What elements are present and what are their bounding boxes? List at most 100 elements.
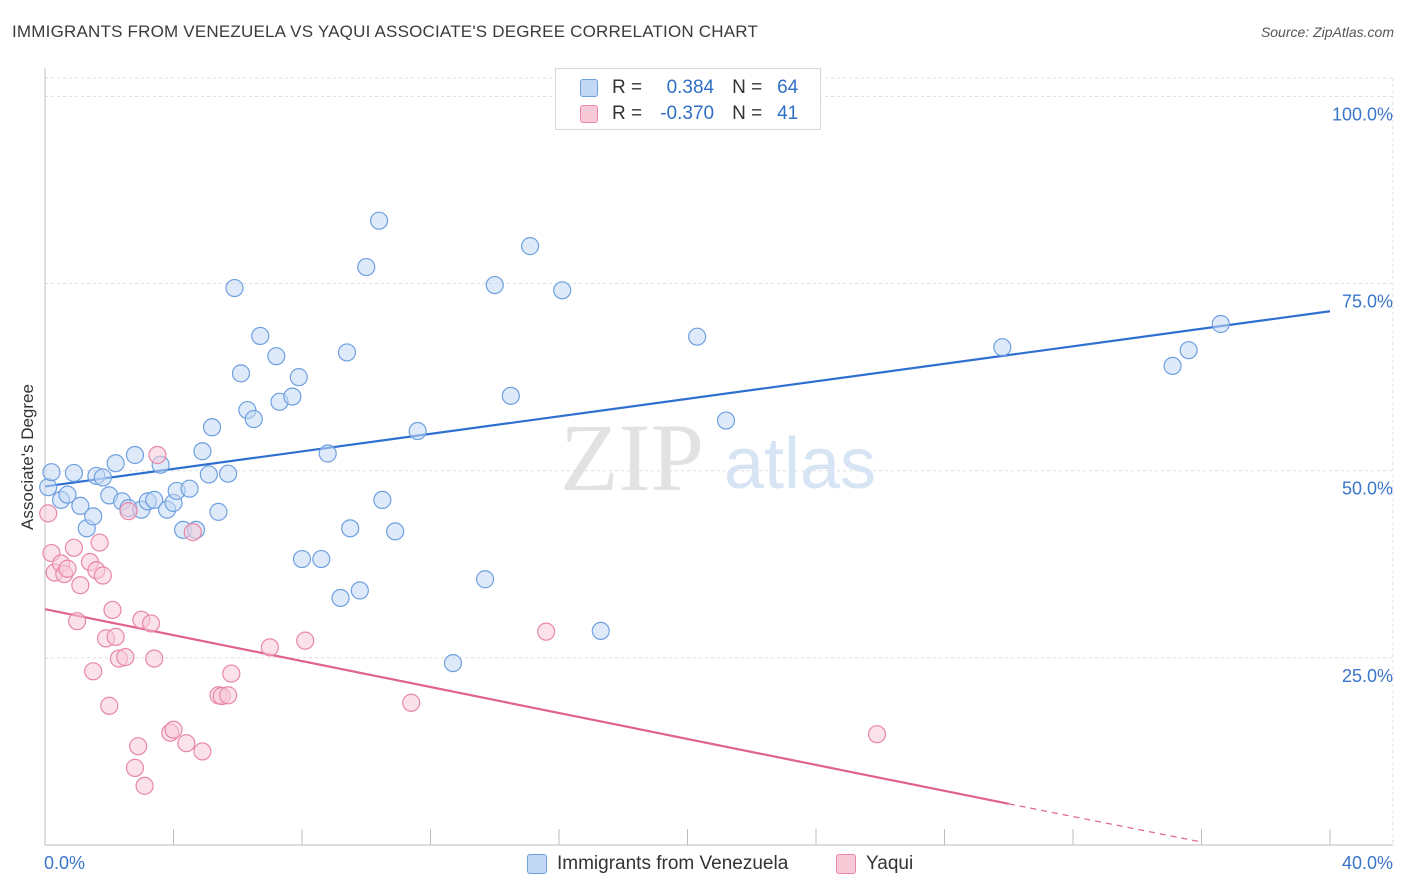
data-points (39, 211, 1230, 795)
point-venezuela (84, 507, 103, 526)
point-yaqui (39, 504, 58, 523)
point-yaqui (148, 445, 167, 465)
point-yaqui (135, 776, 154, 795)
point-venezuela (716, 411, 736, 430)
axes (44, 68, 1393, 846)
legend-label-yaqui: Yaqui (866, 853, 914, 874)
point-venezuela (312, 549, 331, 569)
legend-item-venezuela: Immigrants from Venezuela (527, 851, 788, 877)
point-venezuela (357, 257, 376, 277)
legend-item-yaqui: Yaqui (836, 851, 913, 877)
point-venezuela (408, 421, 427, 441)
point-venezuela (145, 490, 164, 509)
point-venezuela (93, 468, 112, 487)
point-venezuela (244, 409, 263, 429)
point-venezuela (193, 442, 212, 461)
point-yaqui (193, 742, 212, 761)
point-yaqui (183, 522, 202, 542)
point-venezuela (350, 581, 369, 600)
point-venezuela (292, 549, 312, 569)
legend-label-venezuela: Immigrants from Venezuela (557, 853, 789, 874)
point-venezuela (199, 465, 218, 484)
point-venezuela (64, 463, 84, 483)
point-yaqui (177, 734, 196, 753)
point-yaqui (71, 576, 90, 595)
legend-n-label: N = (732, 77, 763, 98)
point-venezuela (331, 588, 350, 608)
point-yaqui (260, 638, 279, 657)
point-venezuela (71, 496, 90, 515)
point-venezuela (58, 485, 77, 504)
trend-line-yaqui (44, 608, 1009, 805)
point-venezuela (289, 368, 308, 387)
point-yaqui (68, 612, 87, 631)
point-yaqui (141, 614, 161, 633)
legend-r-label: R = (612, 103, 643, 124)
point-venezuela (209, 502, 228, 521)
point-yaqui (537, 622, 556, 641)
point-venezuela (1211, 314, 1230, 334)
watermark-zip: ZIP (560, 404, 704, 511)
legend-r-value: -0.370 (660, 103, 715, 124)
point-venezuela (202, 418, 222, 437)
grid-lines (45, 77, 1394, 845)
point-venezuela (553, 281, 572, 300)
point-venezuela (231, 364, 251, 383)
point-venezuela (225, 278, 244, 298)
point-yaqui (219, 686, 238, 705)
watermark-atlas: atlas (724, 424, 876, 504)
point-venezuela (485, 275, 504, 295)
point-venezuela (386, 522, 405, 541)
point-venezuela (42, 463, 61, 482)
point-venezuela (688, 327, 707, 346)
point-venezuela (251, 326, 270, 346)
point-yaqui (296, 631, 315, 650)
point-venezuela (993, 338, 1012, 357)
point-venezuela (337, 343, 357, 362)
point-venezuela (1179, 341, 1198, 360)
point-venezuela (318, 444, 337, 463)
legend-n-label: N = (732, 103, 763, 124)
point-yaqui (100, 696, 119, 715)
legend-row-yaqui: R = -0.370 N = 41 (580, 102, 798, 126)
point-yaqui (64, 538, 84, 557)
point-yaqui (119, 502, 138, 521)
x-tick-label: 0.0% (44, 853, 85, 873)
legend-n-value: 41 (777, 103, 799, 124)
chart-title: IMMIGRANTS FROM VENEZUELA VS YAQUI ASSOC… (12, 22, 759, 41)
point-yaqui (145, 649, 164, 668)
point-yaqui (116, 648, 135, 667)
trend-lines (44, 310, 1331, 843)
point-venezuela (106, 454, 125, 473)
point-yaqui (84, 662, 103, 681)
point-venezuela (501, 386, 520, 405)
point-yaqui (164, 720, 183, 739)
legend-swatch-yaqui (836, 854, 856, 874)
x-tick-label: 40.0% (1342, 853, 1393, 873)
y-axis-label: Associate's Degree (18, 384, 37, 530)
point-yaqui (93, 566, 112, 585)
point-venezuela (370, 211, 389, 230)
trend-line-venezuela (44, 310, 1331, 488)
legend-n-value: 64 (777, 77, 799, 98)
point-yaqui (58, 559, 77, 578)
watermark: ZIP atlas (560, 404, 876, 511)
point-yaqui (106, 627, 125, 646)
y-tick-label: 100.0% (1332, 104, 1393, 124)
y-tick-label: 50.0% (1342, 479, 1393, 499)
tick-labels: 25.0% 50.0% 75.0% 100.0% 0.0% 40.0% (44, 104, 1393, 873)
point-yaqui (90, 533, 109, 552)
point-venezuela (267, 347, 286, 366)
legend-r-value: 0.384 (666, 77, 715, 98)
stats-legend: R = 0.384 N = 64 R = -0.370 N = 41 (555, 68, 821, 130)
point-yaqui (867, 725, 887, 744)
point-yaqui (125, 758, 145, 777)
legend-row-venezuela: R = 0.384 N = 64 (580, 76, 798, 100)
point-venezuela (443, 653, 463, 673)
point-yaqui (222, 664, 241, 683)
point-venezuela (1163, 356, 1182, 376)
y-tick-label: 75.0% (1342, 292, 1393, 312)
legend-r-label: R = (612, 77, 643, 98)
point-venezuela (219, 464, 238, 483)
point-venezuela (125, 445, 145, 465)
